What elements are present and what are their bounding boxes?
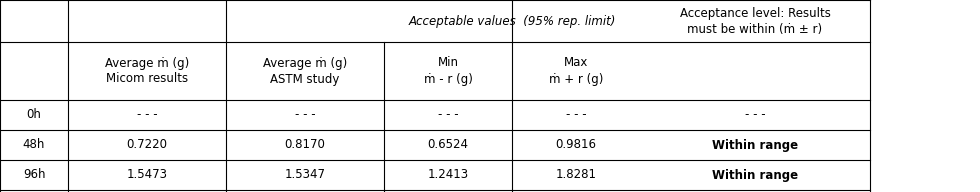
Text: Acceptance level: Results
must be within (ṁ ± r): Acceptance level: Results must be within… — [679, 7, 830, 36]
Text: Within range: Within range — [711, 169, 798, 181]
Text: - - -: - - - — [438, 108, 459, 122]
Text: 1.5473: 1.5473 — [126, 169, 168, 181]
Text: - - -: - - - — [565, 108, 586, 122]
Text: 0.7220: 0.7220 — [126, 138, 168, 151]
Text: Average ṁ (g)
Micom results: Average ṁ (g) Micom results — [105, 56, 189, 85]
Text: 0.9816: 0.9816 — [556, 138, 597, 151]
Text: Acceptable values  (95% rep. limit): Acceptable values (95% rep. limit) — [409, 15, 615, 27]
Text: Min
ṁ - r (g): Min ṁ - r (g) — [423, 56, 472, 85]
Text: Average ṁ (g)
ASTM study: Average ṁ (g) ASTM study — [263, 56, 347, 85]
Text: 1.2413: 1.2413 — [427, 169, 468, 181]
Text: Within range: Within range — [711, 138, 798, 151]
Text: 1.5347: 1.5347 — [284, 169, 325, 181]
Text: - - -: - - - — [136, 108, 158, 122]
Text: 96h: 96h — [23, 169, 45, 181]
Text: 0h: 0h — [26, 108, 41, 122]
Bar — [0, 0, 870, 192]
Text: 0.6524: 0.6524 — [427, 138, 468, 151]
Text: Max
ṁ + r (g): Max ṁ + r (g) — [549, 56, 603, 85]
Text: 1.8281: 1.8281 — [556, 169, 597, 181]
Text: 48h: 48h — [23, 138, 45, 151]
Text: - - -: - - - — [295, 108, 316, 122]
Text: - - -: - - - — [745, 108, 765, 122]
Text: 0.8170: 0.8170 — [284, 138, 325, 151]
